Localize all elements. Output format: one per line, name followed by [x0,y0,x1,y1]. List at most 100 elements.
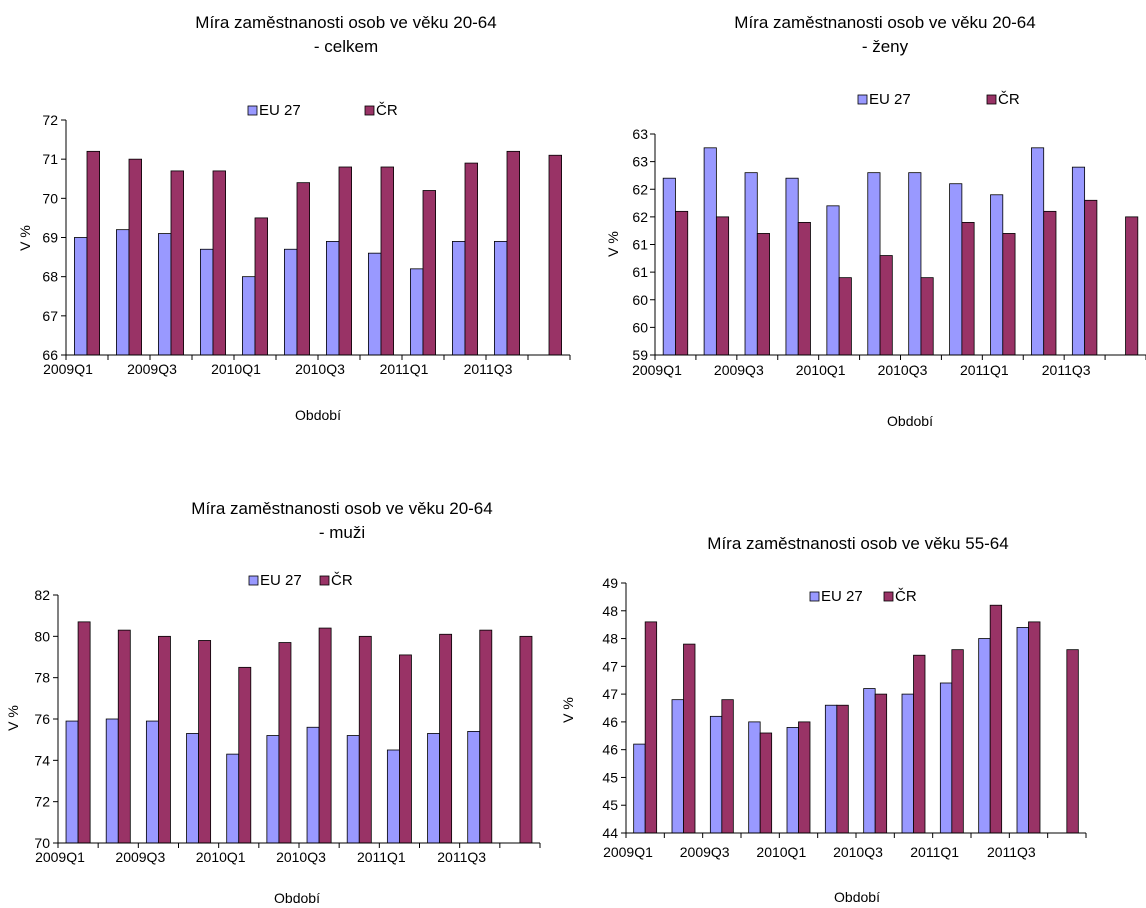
bar-eu27-2010Q1 [826,205,840,356]
bar-cr-2011Q1 [1002,233,1016,356]
bar-eu27-2009Q2 [116,229,130,356]
bar-cr-2011Q2 [439,633,453,844]
y-tick-label: 63 [632,126,648,142]
bar-cr-2010Q2 [879,255,893,356]
bar-cr-2009Q2 [683,643,696,834]
bar-eu27-2010Q3 [863,688,876,834]
bar-cr-2009Q3 [170,170,185,356]
bar-cr-2010Q4 [913,654,926,834]
bar-eu27-2009Q4 [785,177,799,356]
y-tick-label: 70 [42,190,58,206]
bar-eu27-2011Q3 [467,731,481,844]
x-tick-label: 2010Q3 [833,844,883,860]
y-tick-label: 67 [42,308,58,324]
bar-cr-2011Q3 [506,150,521,356]
bar-eu27-2010Q4 [901,693,914,834]
bar-cr-2010Q1 [838,277,852,356]
bar-eu27-2009Q4 [199,248,214,356]
legend-label: ČR [331,572,353,589]
y-tick-label: 59 [632,347,648,363]
bar-eu27-2010Q4 [367,252,382,356]
bar-eu27-2009Q1 [65,720,79,844]
y-axis-label: V % [605,231,621,257]
bar-eu27-2010Q2 [867,172,881,356]
x-tick-label: 2011Q1 [357,849,406,865]
bar-cr-2011Q2 [1043,210,1057,356]
y-tick-label: 78 [34,670,50,686]
legend-swatch [319,575,330,586]
bar-cr-2009Q1 [77,621,91,844]
y-tick-label: 72 [34,794,50,810]
bar-cr-2009Q1 [644,621,658,834]
bar-eu27-2011Q2 [1031,147,1045,356]
bar-cr-2009Q4 [198,640,212,844]
bar-eu27-2010Q3 [325,241,340,356]
x-tick-label: 2011Q3 [987,844,1036,860]
bar-cr-2011Q4 [1066,649,1079,834]
chart-panel-4: Míra zaměstnanosti osob ve věku 55-64 EU … [560,534,1087,905]
chart-title: - muži [319,523,365,542]
legend-swatch [247,105,258,116]
x-tick-label: 2010Q3 [878,362,928,378]
bar-eu27-2009Q3 [744,172,758,356]
x-tick-label: 2011Q1 [960,362,1009,378]
x-tick-label: 2011Q3 [464,361,513,377]
bar-cr-2010Q4 [358,635,372,844]
chart-title: Míra zaměstnanosti osob ve věku 20-64 [191,499,492,518]
chart-title: Míra zaměstnanosti osob ve věku 20-64 [734,13,1035,32]
y-tick-label: 74 [34,752,50,768]
bar-eu27-2009Q4 [748,721,761,834]
y-tick-label: 46 [602,742,618,758]
bar-cr-2011Q2 [464,162,479,356]
bar-cr-2010Q1 [798,721,811,834]
x-tick-label: 2009Q3 [115,849,165,865]
y-tick-label: 48 [602,631,618,647]
x-tick-label: 2010Q1 [756,844,806,860]
x-tick-label: 2009Q1 [35,849,85,865]
y-tick-label: 69 [42,230,58,246]
bar-eu27-2009Q2 [703,147,717,356]
bar-cr-2011Q1 [399,654,412,844]
x-tick-label: 2010Q3 [295,361,345,377]
bar-eu27-2010Q1 [786,727,799,834]
bar-eu27-2011Q3 [1016,627,1029,834]
y-tick-label: 49 [602,575,618,591]
bar-cr-2009Q1 [86,150,101,356]
bar-cr-2009Q3 [158,635,171,844]
bar-eu27-2011Q1 [939,682,953,834]
legend-label: ČR [376,102,398,119]
bar-eu27-2010Q3 [908,172,922,356]
y-tick-label: 45 [602,797,618,813]
x-axis-label: Období [834,889,880,905]
x-tick-label: 2009Q1 [43,361,93,377]
y-tick-label: 44 [602,825,618,841]
y-tick-label: 80 [34,628,50,644]
legend-label: ČR [895,588,917,605]
legend-swatch [883,591,894,602]
bar-cr-2011Q4 [548,154,563,356]
y-tick-label: 62 [632,209,648,225]
bar-eu27-2010Q1 [241,276,256,356]
bar-cr-2010Q3 [874,693,888,834]
x-tick-label: 2011Q1 [910,844,959,860]
y-tick-label: 76 [34,711,50,727]
bar-eu27-2009Q2 [671,699,684,834]
bar-cr-2010Q4 [961,221,975,356]
bar-cr-2010Q2 [836,704,849,834]
bar-cr-2009Q4 [212,170,227,356]
bar-eu27-2011Q2 [427,733,440,844]
bar-eu27-2009Q4 [186,733,199,844]
bar-eu27-2010Q2 [266,735,280,844]
bar-eu27-2009Q1 [662,177,676,356]
bar-cr-2011Q3 [479,629,493,844]
y-tick-label: 61 [632,264,648,280]
y-tick-label: 60 [632,292,648,308]
x-tick-label: 2009Q3 [127,361,177,377]
bar-cr-2009Q3 [721,699,734,834]
chart-title: Míra zaměstnanosti osob ve věku 55-64 [707,534,1008,553]
y-tick-label: 61 [632,237,648,253]
x-axis-label: Období [274,890,320,906]
bar-cr-2010Q3 [920,277,934,356]
bar-cr-2009Q2 [715,216,730,356]
bar-eu27-2010Q4 [346,735,360,844]
